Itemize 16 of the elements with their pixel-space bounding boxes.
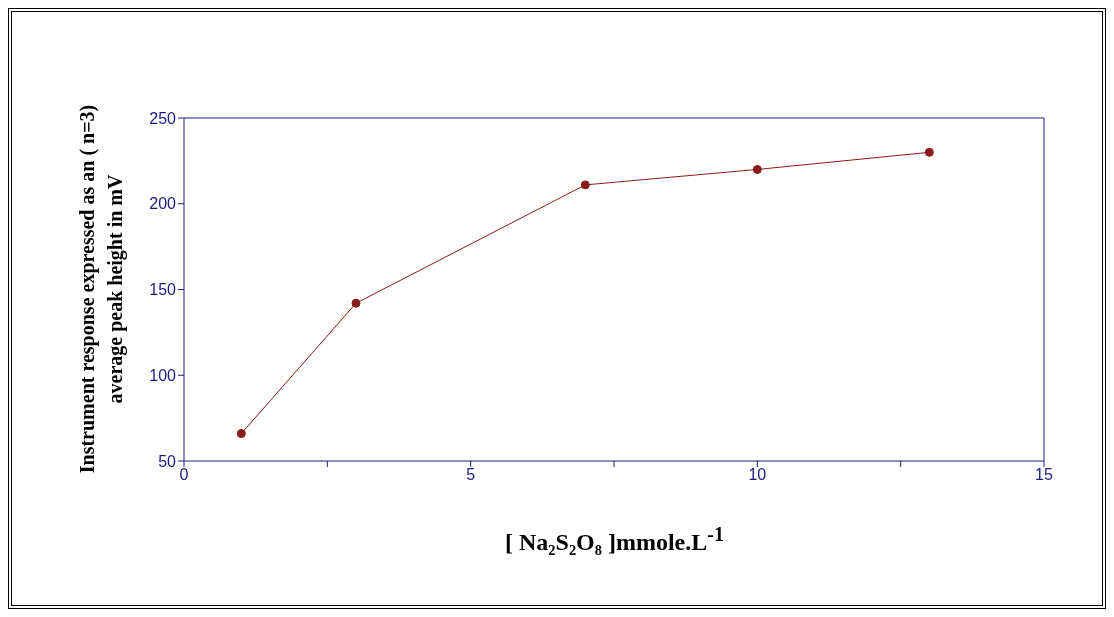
y-tick-label: 200	[149, 195, 177, 213]
y-tick-label: 100	[149, 366, 177, 384]
y-axis-title: Instrument response expressed as an ( n=3) average peak height in mV	[75, 103, 128, 476]
x-tick-label: 10	[748, 466, 767, 484]
point	[351, 298, 361, 308]
y-tick-label: 150	[149, 281, 177, 299]
point	[752, 164, 762, 174]
x-axis-title: [ Na₂S₂O₈ ]mmole.L$^{-1}$	[504, 523, 725, 556]
y-tick-label: 50	[158, 452, 177, 470]
x-tick-label: 15	[1035, 466, 1053, 484]
x-tick-label: 5	[466, 466, 476, 484]
y-tick-label: 250	[149, 109, 177, 127]
point	[236, 429, 246, 439]
point	[924, 147, 934, 157]
point	[580, 180, 590, 190]
x-tick-label: 0	[179, 466, 189, 484]
